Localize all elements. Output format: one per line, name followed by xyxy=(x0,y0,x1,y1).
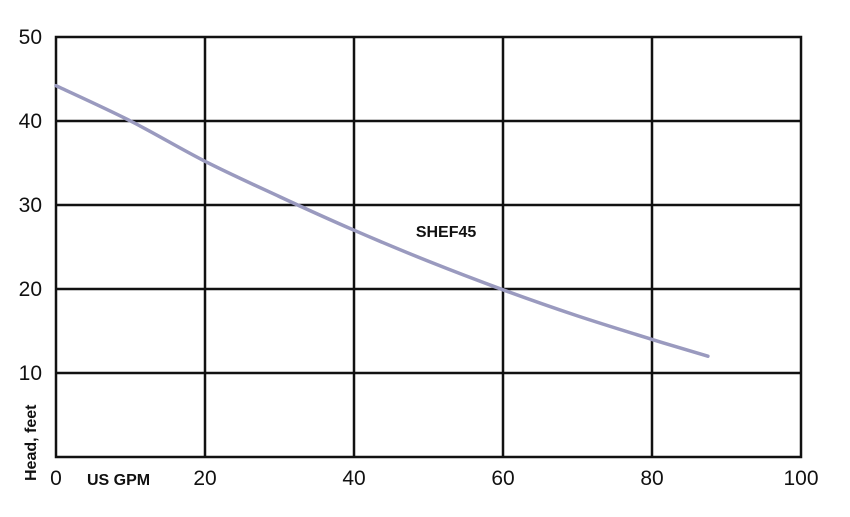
plot-frame xyxy=(54,35,803,459)
y-tick-label: 10 xyxy=(19,362,42,385)
x-tick-labels: 0 20 40 60 80 100 xyxy=(50,467,818,490)
y-tick-label: 20 xyxy=(19,278,42,301)
x-tick-label: 20 xyxy=(193,467,216,490)
y-tick-label: 50 xyxy=(19,26,42,49)
x-tick-label: 80 xyxy=(640,467,663,490)
series-line-shef45 xyxy=(54,83,710,358)
y-axis-title: Head, feet xyxy=(23,404,40,481)
horizontal-grid-lines xyxy=(56,119,801,375)
y-tick-labels: 10 20 30 40 50 xyxy=(19,26,42,385)
y-tick-label: 40 xyxy=(19,110,42,133)
x-axis-title: US GPM xyxy=(87,472,150,489)
x-tick-label: 40 xyxy=(342,467,365,490)
x-tick-label: 0 xyxy=(50,467,62,490)
x-tick-label: 100 xyxy=(783,467,818,490)
x-tick-label: 60 xyxy=(491,467,514,490)
series-label: SHEF45 xyxy=(416,224,477,241)
y-tick-label: 30 xyxy=(19,194,42,217)
series-layer: SHEF45 xyxy=(54,83,710,358)
vertical-grid-lines xyxy=(203,37,654,457)
